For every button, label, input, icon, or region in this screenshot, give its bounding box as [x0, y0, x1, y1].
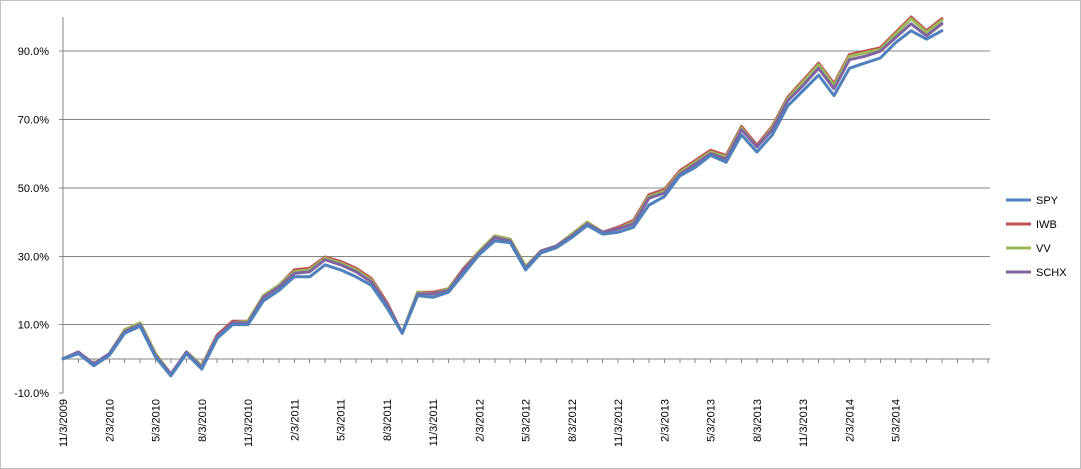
- x-tick-label: 8/3/2013: [752, 399, 764, 442]
- x-tick-label: 5/3/2012: [521, 399, 533, 442]
- y-axis: -10.0% 10.0% 30.0% 50.0% 70.0% 90.0%: [14, 17, 64, 400]
- legend-label-spy: SPY: [1036, 195, 1059, 207]
- x-tick-label: 8/3/2011: [382, 399, 394, 441]
- y-tick-label: 90.0%: [18, 46, 49, 58]
- legend-label-vv: VV: [1036, 243, 1051, 255]
- x-tick-label: 11/3/2010: [243, 399, 255, 447]
- x-tick-label: 5/3/2013: [706, 399, 718, 442]
- x-tick-label: 8/3/2012: [567, 399, 579, 442]
- series-line-spy: [61, 29, 944, 378]
- x-tick-label: 5/3/2014: [891, 399, 903, 442]
- x-axis: 11/3/2009 2/3/2010 5/3/2010 8/3/2010 11/3/20…: [58, 358, 989, 447]
- x-tick-label: 11/3/2013: [798, 399, 810, 447]
- y-tick-label: 30.0%: [18, 251, 49, 263]
- legend-label-schx: SCHX: [1036, 267, 1067, 279]
- x-tick-label: 2/3/2013: [659, 399, 671, 442]
- y-tick-label: 10.0%: [18, 320, 49, 332]
- x-tick-label: 5/3/2010: [151, 399, 163, 442]
- y-tick-label: 70.0%: [18, 115, 49, 127]
- y-tick-label: -10.0%: [14, 388, 49, 400]
- series-line-schx: [61, 22, 944, 376]
- x-tick-label: 2/3/2014: [844, 399, 856, 442]
- x-tick-label: 8/3/2010: [197, 399, 209, 442]
- x-tick-label: 11/3/2012: [613, 399, 625, 447]
- x-tick-label: 2/3/2012: [474, 399, 486, 442]
- x-tick-label: 11/3/2011: [428, 399, 440, 446]
- x-tick-label: 11/3/2009: [58, 399, 70, 447]
- legend: SPY IWB VV SCHX: [1006, 195, 1067, 279]
- series-line-iwb: [61, 15, 944, 376]
- legend-label-iwb: IWB: [1036, 219, 1057, 231]
- gridlines: [63, 50, 990, 360]
- series-lines: [61, 15, 944, 378]
- y-tick-label: 50.0%: [18, 183, 49, 195]
- x-tick-label: 5/3/2011: [336, 399, 348, 441]
- x-tick-label: 2/3/2011: [289, 399, 301, 441]
- x-tick-label: 2/3/2010: [104, 399, 116, 442]
